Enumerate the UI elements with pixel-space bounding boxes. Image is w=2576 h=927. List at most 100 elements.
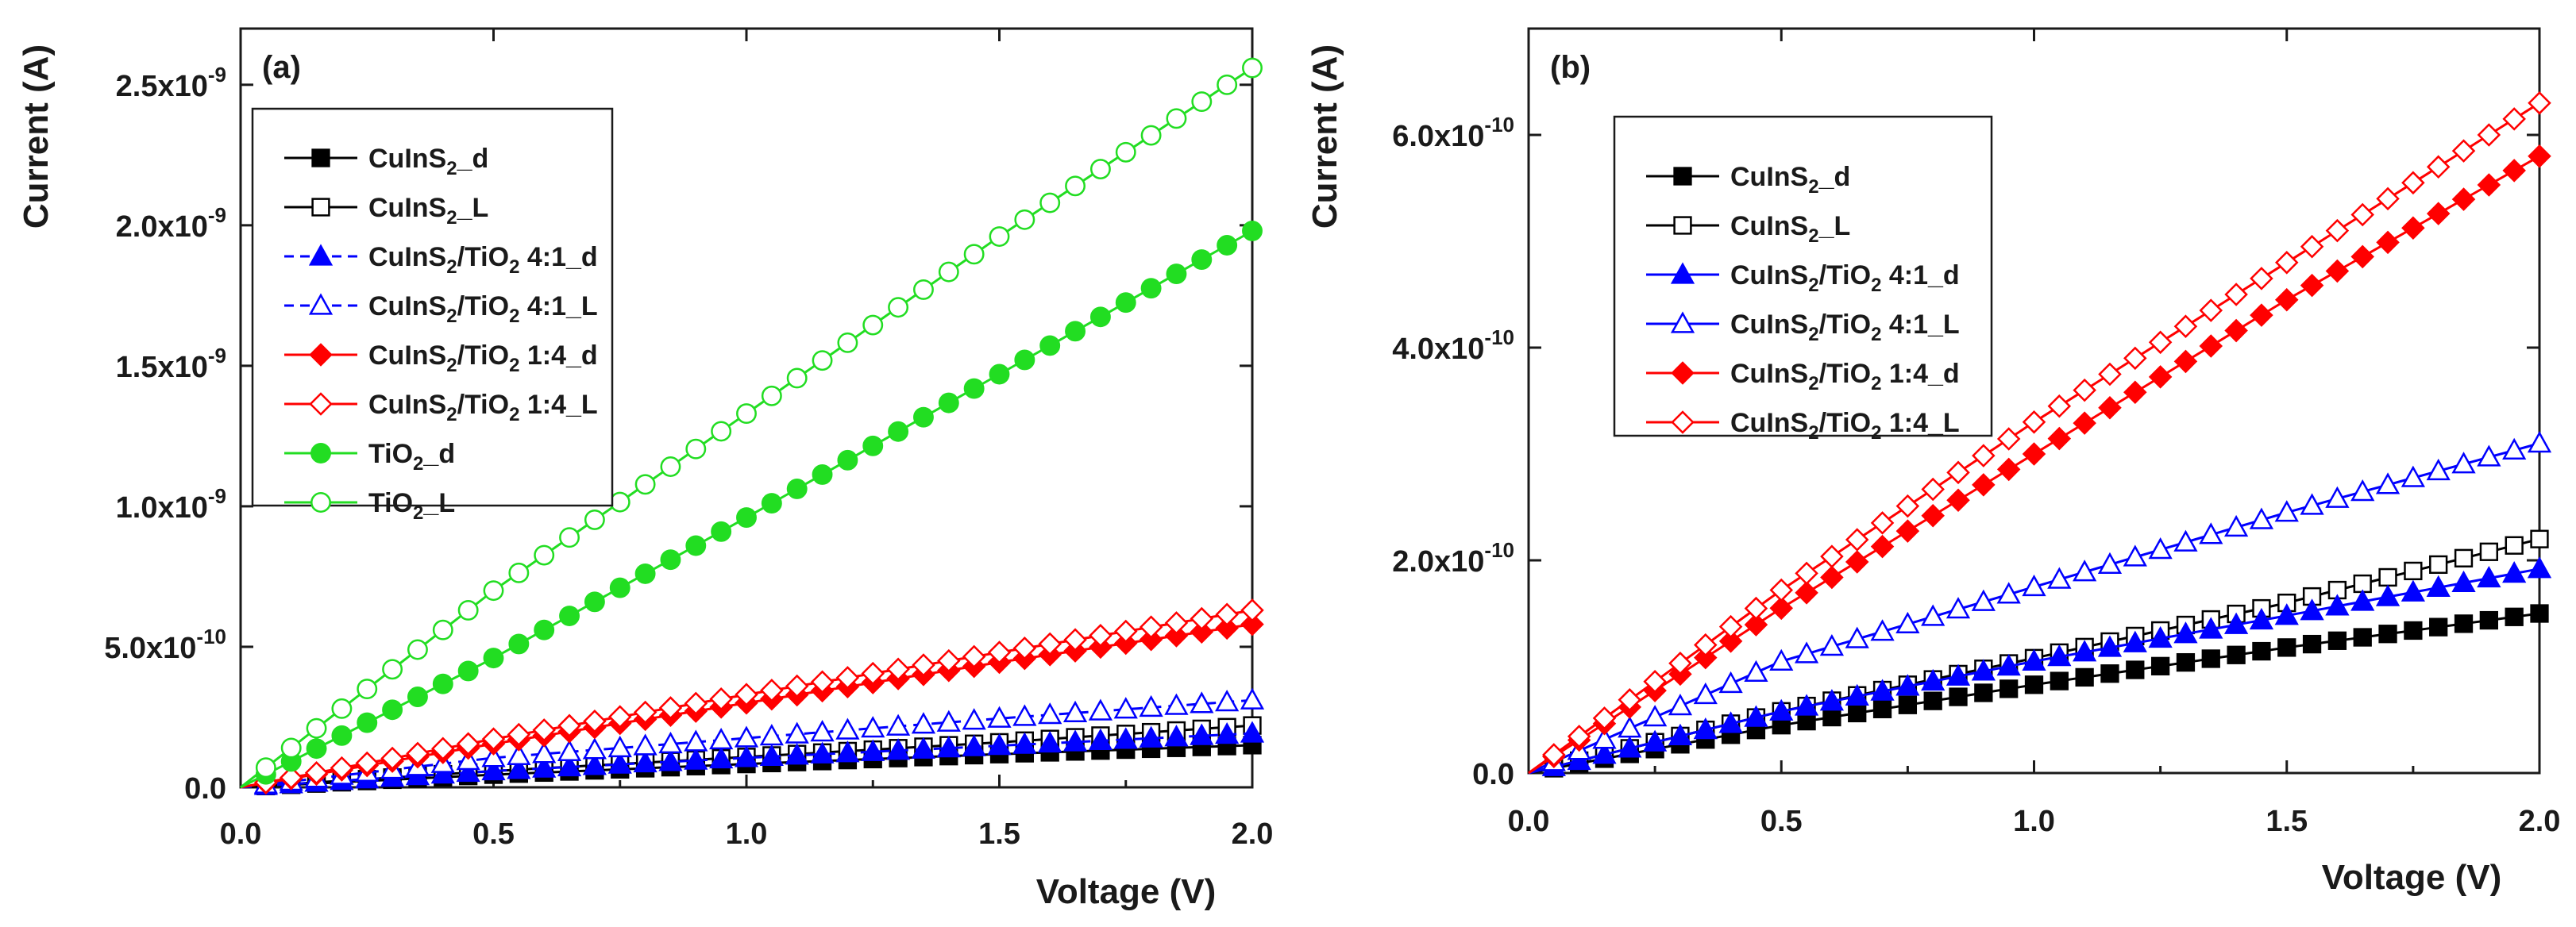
data-point [2375,472,2401,494]
data-point [382,659,403,680]
legend-label: TiO2_d [368,439,455,475]
data-point [786,479,808,499]
data-point [2150,656,2170,675]
label-part: 1:4_L [1881,408,1959,438]
data-point [2201,649,2220,668]
data-point [658,696,683,720]
data-point [407,639,428,660]
label-part: _L [457,193,489,223]
legend-label: CuInS2/TiO2 1:4_L [1730,408,1960,444]
label-part: CuInS [368,390,446,420]
data-point [761,385,782,406]
data-point [912,653,935,677]
data-point [885,714,911,736]
data-point [1971,589,1996,611]
data-point [2426,458,2451,481]
series-6 [240,220,1263,789]
data-point [607,752,632,774]
legend-label: CuInS2_d [1730,162,1850,198]
subscript: 2 [1808,275,1818,296]
data-point [634,563,656,584]
label-part: CuInS [368,291,446,321]
data-point [1921,668,1945,691]
legend-box [251,107,614,507]
data-point [2527,556,2552,579]
data-point [1190,691,1214,714]
data-point [1240,721,1265,743]
data-point [786,367,808,389]
panel-label: (b) [1550,50,1591,85]
data-point [1870,511,1895,535]
subscript: 2 [413,453,423,475]
data-point [1567,725,1591,748]
data-point [432,673,453,694]
data-point [888,297,909,318]
data-point [1744,660,1768,683]
data-point [2173,349,2198,374]
series-3 [1528,431,2552,775]
label-part: /TiO [1819,310,1872,340]
data-point [582,737,607,760]
data-point [1895,674,1920,696]
data-point [1217,74,1238,95]
data-point [2477,123,2501,147]
subscript: 2 [509,404,519,425]
data-point [835,666,860,690]
data-point [837,449,858,471]
data-point [2148,330,2173,355]
data-point [2530,604,2549,623]
subscript: 2 [446,158,457,179]
data-point [1769,578,1794,602]
data-point [2250,267,2273,290]
data-point [2100,664,2119,683]
data-point [2050,671,2069,690]
legend-label: CuInS2/TiO2 1:4_d [368,340,598,376]
data-point [1115,292,1136,313]
data-point [1215,616,1239,640]
data-point [2098,395,2122,420]
data-point [2404,561,2423,581]
data-point [837,332,858,353]
legend-marker [309,343,333,367]
data-point [989,363,1010,385]
data-point [862,314,884,336]
label-part: CuInS [368,193,446,223]
data-point [709,687,733,711]
data-point [1140,278,1162,299]
data-point [2353,628,2372,647]
data-point [1012,636,1037,660]
data-point [1996,654,2021,676]
data-point [861,661,885,686]
label-part: CuInS [1730,408,1808,438]
data-point [2047,426,2072,451]
label-part: CuInS [368,242,446,272]
data-point [2300,273,2324,298]
data-point [2429,617,2448,637]
x-tick-label: 1.0 [726,817,768,851]
y-tick-mantissa: 0.0 [1472,758,1514,791]
label-part: 1:4_L [519,390,597,420]
data-point [430,761,455,784]
data-point [2047,644,2072,667]
data-point [457,660,479,682]
data-point [1139,725,1163,748]
data-point [1769,698,1794,721]
subscript: 2 [446,306,457,327]
data-point [2527,431,2552,453]
data-point [1996,457,2021,482]
data-point [862,435,884,456]
subscript: 2 [1808,373,1818,394]
data-point [633,733,657,756]
data-point [709,727,734,750]
y-axis-label: Current (A) [1305,44,1344,229]
data-point [507,743,531,765]
subscript: 2 [509,256,519,278]
data-point [1718,711,1743,733]
data-point [785,674,809,698]
data-point [2223,612,2249,634]
data-point [1592,706,1617,730]
data-point [583,709,607,733]
data-point [2378,567,2397,587]
data-point [1215,722,1240,744]
data-point [1744,613,1768,637]
